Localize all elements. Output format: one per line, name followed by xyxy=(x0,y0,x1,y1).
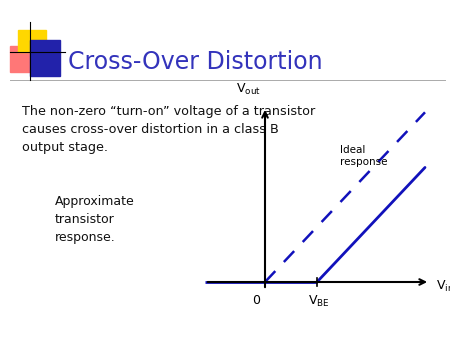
Bar xyxy=(10,46,38,72)
Text: Ideal
response: Ideal response xyxy=(340,145,387,167)
Text: V$_\mathregular{BE}$: V$_\mathregular{BE}$ xyxy=(308,294,330,309)
Text: V$_\mathregular{in}$: V$_\mathregular{in}$ xyxy=(436,279,450,293)
Text: The non-zero “turn-on” voltage of a transistor
causes cross-over distortion in a: The non-zero “turn-on” voltage of a tran… xyxy=(22,105,315,154)
Text: Cross-Over Distortion: Cross-Over Distortion xyxy=(68,50,323,74)
Text: 0: 0 xyxy=(252,294,260,307)
Bar xyxy=(18,30,46,52)
Text: V$_\mathregular{out}$: V$_\mathregular{out}$ xyxy=(236,82,261,97)
Text: Approximate
transistor
response.: Approximate transistor response. xyxy=(55,195,135,244)
Bar xyxy=(30,40,60,76)
